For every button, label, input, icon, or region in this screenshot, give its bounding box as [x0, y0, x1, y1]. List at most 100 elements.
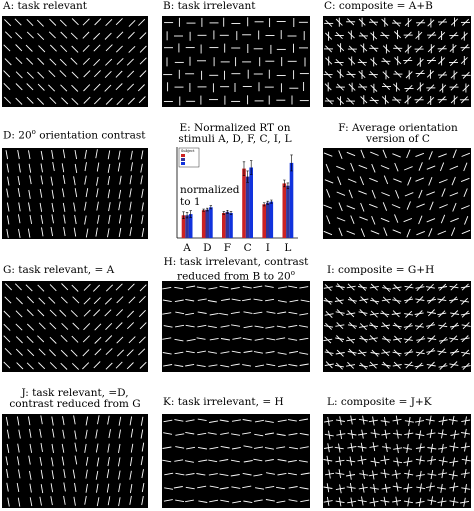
texture-bar [381, 324, 391, 328]
texture-bar [92, 284, 101, 292]
texture-bar [164, 472, 174, 476]
texture-bar [346, 486, 356, 489]
texture-bar [266, 363, 276, 367]
texture-bar [381, 192, 390, 197]
texture-bar [108, 202, 111, 212]
texture-bar [428, 151, 433, 160]
texture-bar [324, 325, 334, 328]
texture-bar [14, 283, 22, 291]
panel-d [2, 148, 148, 239]
texture-bar [323, 286, 333, 289]
texture-bar [107, 443, 110, 453]
texture-bar [73, 202, 76, 212]
texture-bar [439, 204, 448, 209]
texture-bar [382, 149, 387, 159]
texture-bar [70, 32, 78, 40]
texture-bar [118, 483, 121, 493]
texture-bar [138, 96, 146, 104]
texture-bar [129, 188, 132, 198]
texture-bar [253, 298, 263, 302]
texture-bar [254, 419, 264, 423]
texture-bar [140, 456, 144, 466]
texture-bar [230, 474, 240, 477]
texture-bar [358, 325, 368, 328]
texture-bar [359, 364, 368, 368]
texture-bar [15, 323, 23, 331]
texture-bar [95, 470, 99, 480]
texture-bar [265, 351, 275, 354]
texture-bar [415, 286, 425, 289]
texture-bar [439, 162, 445, 172]
texture-bar [62, 416, 65, 426]
texture-bar [337, 176, 342, 186]
texture-bar [60, 31, 68, 39]
texture-bar [115, 83, 123, 91]
texture-bar [84, 495, 87, 505]
texture-bar [94, 323, 102, 331]
texture-bar [358, 164, 368, 170]
texture-bar [6, 469, 9, 479]
texture-bar [116, 349, 125, 357]
texture-bar [60, 362, 68, 370]
texture-bar [346, 312, 356, 315]
texture-bar [17, 176, 21, 186]
texture-bar [403, 486, 413, 490]
texture-bar [185, 473, 195, 476]
texture-bar [94, 336, 102, 344]
texture-bar [207, 432, 217, 435]
texture-bar [242, 419, 252, 422]
texture-bar [59, 58, 67, 66]
texture-bar [219, 473, 229, 477]
texture-bar [126, 310, 135, 318]
texture-bar [426, 191, 435, 196]
texture-bar [449, 192, 459, 197]
texture-bar [324, 363, 334, 367]
texture-bar [4, 31, 13, 39]
texture-bar [209, 446, 219, 450]
texture-bar [437, 432, 447, 436]
texture-bar [93, 58, 101, 67]
texture-bar [243, 325, 253, 329]
texture-bar [369, 324, 379, 328]
texture-bar [141, 442, 145, 452]
texture-bar [438, 324, 448, 328]
texture-bar [415, 474, 425, 477]
texture-bar [350, 162, 355, 172]
texture-bar [404, 192, 414, 197]
texture-bar [186, 446, 196, 450]
texture-bar [403, 460, 413, 464]
texture-bar [48, 84, 56, 92]
texture-bar [346, 418, 356, 422]
error-bar-F-s2 [226, 209, 229, 214]
texture-bar [129, 214, 133, 224]
texture-bar [369, 312, 379, 316]
texture-bar [242, 298, 251, 302]
texture-bar [418, 162, 423, 171]
texture-bar [438, 472, 448, 475]
texture-bar [129, 227, 132, 237]
texture-bar [141, 483, 145, 493]
texture-bar [287, 459, 297, 463]
texture-bar [118, 214, 122, 224]
texture-bar [62, 202, 66, 212]
texture-bar [336, 165, 345, 171]
texture-bar [129, 201, 132, 211]
texture-bar [51, 428, 55, 438]
texture-bar [255, 487, 265, 490]
texture-bar [104, 297, 112, 305]
texture-bar [38, 322, 46, 330]
bar-A-s3 [188, 214, 193, 238]
texture-bar [97, 415, 100, 425]
texture-bar [300, 472, 310, 475]
texture-bar [254, 338, 264, 341]
texture-bar [463, 188, 468, 197]
texture-bar [464, 216, 469, 225]
texture-bar [414, 364, 424, 368]
texture-bar [73, 496, 76, 506]
texture-bar [359, 176, 365, 186]
texture-bar [37, 284, 45, 292]
texture-bar [3, 310, 11, 318]
texture-bar [219, 487, 229, 490]
texture-bar [6, 429, 10, 439]
texture-bar [49, 96, 57, 105]
